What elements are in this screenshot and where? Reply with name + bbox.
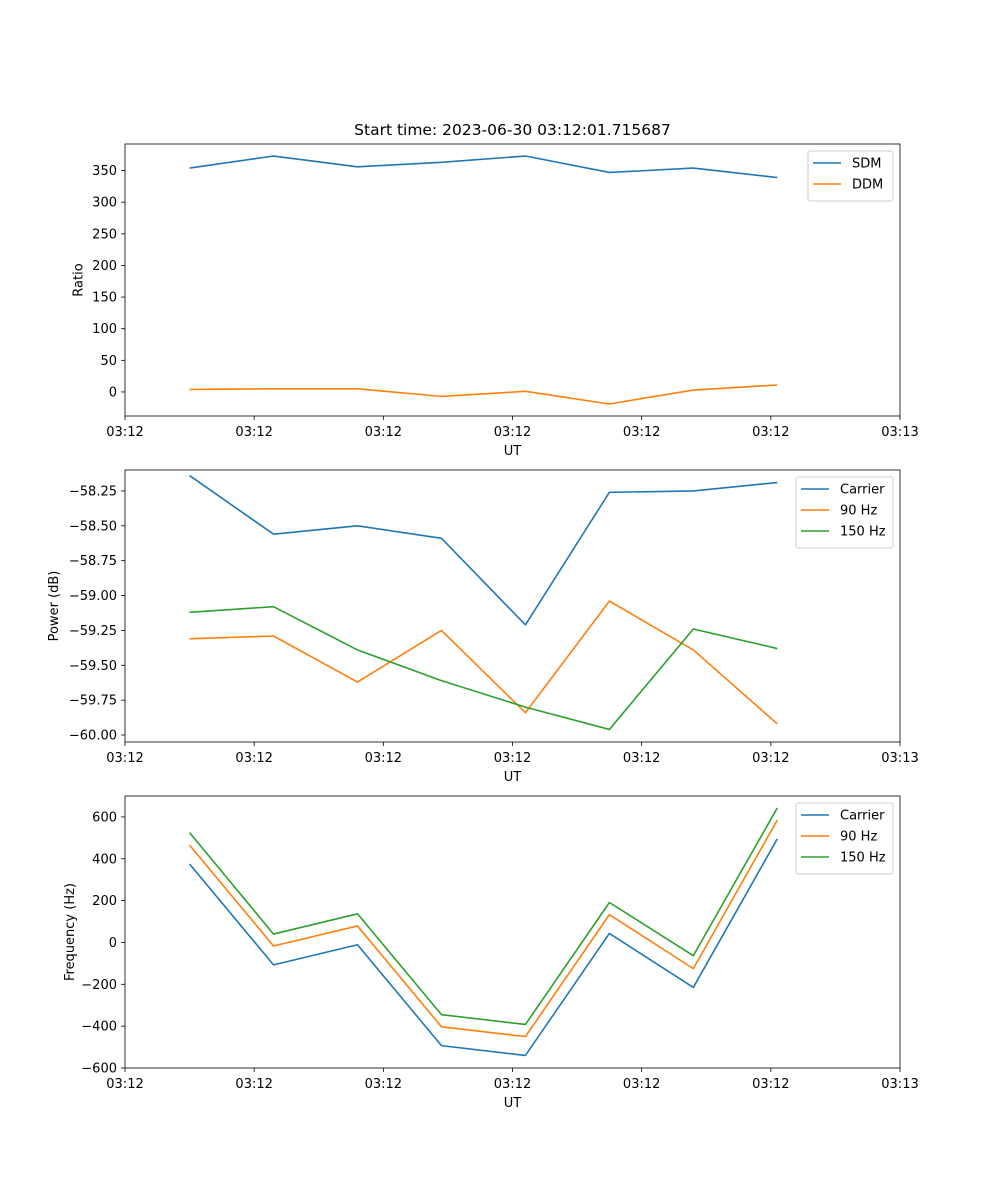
chart-3-x-tick-label-5: 03:12 <box>623 1077 660 1092</box>
chart-3-y-axis-label: Frequency (Hz) <box>63 883 78 981</box>
chart-1-series-line-2 <box>189 384 778 405</box>
chart-3-x-tick-label-2: 03:12 <box>235 1077 272 1092</box>
chart-2-x-axis-label: UT <box>504 770 522 785</box>
chart-2-y-tick-label-4: −59.25 <box>69 624 117 639</box>
chart-3-x-tick-label-7: 03:13 <box>881 1077 918 1092</box>
chart-1-series-line-1 <box>189 155 778 179</box>
chart-2-legend-label-3: 150 Hz <box>840 525 886 540</box>
chart-3-series-line-2 <box>188 819 778 1038</box>
chart-1-y-axis-label: Ratio <box>71 263 86 296</box>
chart-1-x-axis-label: UT <box>504 444 522 459</box>
chart-3-legend-label-1: Carrier <box>840 809 885 824</box>
chart-1-title: Start time: 2023-06-30 03:12:01.715687 <box>354 121 671 139</box>
chart-3-y-tick-label-4: 0 <box>109 936 117 951</box>
chart-1-legend-label-2: DDM <box>852 178 883 193</box>
chart-3-y-tick-label-2: −400 <box>81 1020 117 1035</box>
chart-1-y-tick-label-6: 250 <box>92 227 117 242</box>
chart-1-x-tick-label-1: 03:12 <box>106 425 143 440</box>
chart-3-legend-label-2: 90 Hz <box>840 830 877 845</box>
chart-3-series-line-1 <box>188 838 778 1057</box>
chart-1-x-tick-label-6: 03:12 <box>752 425 789 440</box>
chart-2-series-line-3 <box>189 605 778 731</box>
chart-2-y-tick-label-1: −60.00 <box>69 729 117 744</box>
chart-2-x-tick-label-4: 03:12 <box>494 751 531 766</box>
chart-2-series-line-2 <box>189 600 778 725</box>
chart-2-y-tick-label-5: −59.00 <box>69 589 117 604</box>
chart-1-y-tick-label-7: 300 <box>92 196 117 211</box>
chart-2-y-tick-label-7: −58.50 <box>69 519 117 534</box>
chart-1-y-tick-label-5: 200 <box>92 259 117 274</box>
chart-2-series-line-1 <box>189 474 778 626</box>
chart-3-x-tick-label-6: 03:12 <box>752 1077 789 1092</box>
chart-1-y-tick-label-8: 350 <box>92 164 117 179</box>
chart-2-x-tick-label-3: 03:12 <box>365 751 402 766</box>
chart-1-y-tick-label-1: 0 <box>109 385 117 400</box>
chart-2-x-tick-label-5: 03:12 <box>623 751 660 766</box>
chart-2-x-tick-label-1: 03:12 <box>106 751 143 766</box>
chart-2-x-tick-label-6: 03:12 <box>752 751 789 766</box>
chart-2-y-axis-label: Power (dB) <box>47 571 62 642</box>
chart-2-y-tick-label-3: −59.50 <box>69 659 117 674</box>
chart-1-x-tick-label-3: 03:12 <box>365 425 402 440</box>
chart-3-series-line-3 <box>188 807 778 1026</box>
chart-1-legend-label-1: SDM <box>852 157 881 172</box>
chart-3-x-tick-label-3: 03:12 <box>365 1077 402 1092</box>
chart-3-legend-label-3: 150 Hz <box>840 851 886 866</box>
chart-1-x-tick-label-4: 03:12 <box>494 425 531 440</box>
chart-3-y-tick-label-6: 400 <box>92 852 117 867</box>
chart-3-y-tick-label-5: 200 <box>92 894 117 909</box>
chart-1-x-tick-label-2: 03:12 <box>235 425 272 440</box>
chart-1-y-tick-label-3: 100 <box>92 322 117 337</box>
chart-1-x-tick-label-7: 03:13 <box>881 425 918 440</box>
chart-2-y-tick-label-8: −58.25 <box>69 484 117 499</box>
chart-1-y-tick-label-4: 150 <box>92 291 117 306</box>
chart-2-x-tick-label-7: 03:13 <box>881 751 918 766</box>
chart-1-x-tick-label-5: 03:12 <box>623 425 660 440</box>
chart-3-x-tick-label-4: 03:12 <box>494 1077 531 1092</box>
chart-2-legend-label-2: 90 Hz <box>840 504 877 519</box>
chart-2-legend-label-1: Carrier <box>840 483 885 498</box>
chart-1-y-tick-label-2: 50 <box>100 354 117 369</box>
chart-3-y-tick-label-3: −200 <box>81 978 117 993</box>
chart-2-y-tick-label-6: −58.75 <box>69 554 117 569</box>
chart-2-x-tick-label-2: 03:12 <box>235 751 272 766</box>
chart-3-x-tick-label-1: 03:12 <box>106 1077 143 1092</box>
chart-3-y-tick-label-1: −600 <box>81 1062 117 1077</box>
chart-3-y-tick-label-7: 600 <box>92 810 117 825</box>
chart-2-y-tick-label-2: −59.75 <box>69 694 117 709</box>
chart-3-x-axis-label: UT <box>504 1096 522 1111</box>
